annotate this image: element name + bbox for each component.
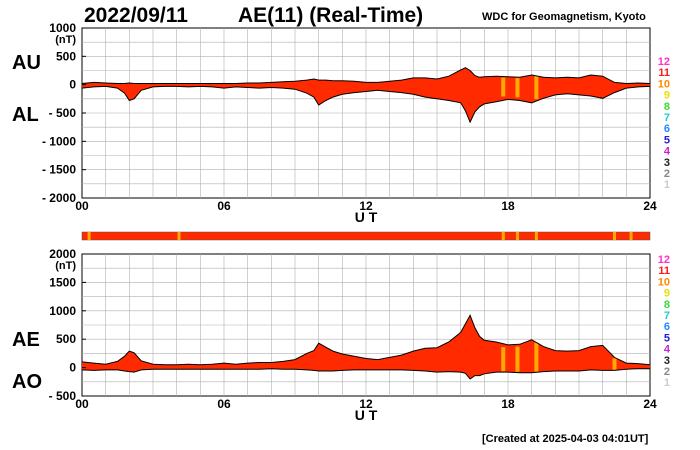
- station-count-legend-item: 1: [664, 377, 670, 389]
- ae_ao-low-count-stripe: [515, 346, 520, 372]
- au_al-x-tick-label: 18: [501, 199, 515, 213]
- station-count-legend-item: 4: [664, 344, 671, 356]
- au_al-unit-label: (nT): [55, 34, 76, 46]
- coverage-strip: [81, 231, 651, 241]
- au_al-y-tick-label: - 1000: [42, 134, 76, 148]
- station-count-legend-item: 12: [658, 56, 670, 68]
- ae_ao-upper-line: [81, 314, 651, 366]
- au_al-low-count-stripe: [534, 75, 539, 100]
- ae_ao-low-count-stripe: [612, 358, 617, 370]
- coverage-strip-marker: [87, 232, 91, 240]
- station-count-legend-item: 2: [664, 366, 670, 378]
- station-count-legend-item: 6: [664, 123, 670, 135]
- ae_ao-x-tick-label: 18: [501, 397, 515, 411]
- coverage-strip-marker: [629, 232, 633, 240]
- au_al-x-tick-label: 00: [75, 199, 89, 213]
- au_al-x-tick-label: 12: [359, 199, 373, 213]
- coverage-strip-marker: [501, 232, 505, 240]
- station-count-legend-item: 11: [658, 265, 670, 277]
- station-count-legend-item: 8: [664, 299, 670, 311]
- coverage-strip-marker: [177, 232, 181, 240]
- station-count-legend-item: 5: [664, 134, 670, 146]
- ae_ao-x-tick-label: 24: [643, 397, 657, 411]
- ae_ao-area: [82, 315, 650, 379]
- ae_ao-y-tick-label: 500: [56, 332, 76, 346]
- station-count-legend-item: 3: [664, 355, 670, 367]
- created-timestamp: [Created at 2025-04-03 04:01UT]: [482, 433, 649, 445]
- coverage-strip-marker: [534, 232, 538, 240]
- station-count-legend-item: 10: [658, 78, 670, 90]
- ao-label: AO: [12, 371, 42, 393]
- ae_ao-y-tick-label: 1500: [49, 275, 76, 289]
- station-count-legend-item: 7: [664, 310, 670, 322]
- au_al-x-tick-label: 24: [643, 199, 657, 213]
- chart-date: 2022/09/11: [84, 4, 188, 27]
- ae_ao-lower-line: [81, 368, 650, 380]
- ae_ao-x-tick-label: 00: [75, 397, 89, 411]
- ae_ao-low-count-stripe: [501, 347, 506, 372]
- station-count-legend-item: 4: [664, 146, 671, 158]
- ae_ao-y-tick-label: - 500: [49, 389, 77, 403]
- station-count-legend-item: 12: [658, 254, 670, 266]
- ae_ao-y-tick-label: 1000: [49, 304, 76, 318]
- ae_ao-low-count-stripe: [534, 342, 539, 372]
- ae_ao-unit-label: (nT): [55, 260, 76, 272]
- au_al-y-tick-label: 500: [56, 49, 76, 63]
- au_al-y-tick-label: 1000: [49, 21, 76, 35]
- au_al-y-tick-label: - 1500: [42, 163, 76, 177]
- au_al-area: [82, 67, 650, 123]
- al-label: AL: [12, 104, 39, 126]
- station-count-legend-item: 11: [658, 67, 670, 79]
- au_al-y-tick-label: 0: [69, 78, 76, 92]
- ae_ao-x-tick-label: 12: [359, 397, 373, 411]
- source-credit: WDC for Geomagnetism, Kyoto: [482, 11, 646, 23]
- station-count-legend-item: 9: [664, 90, 670, 102]
- ae_ao-y-tick-label: 0: [69, 361, 76, 375]
- au_al-y-tick-label: - 2000: [42, 191, 76, 205]
- station-count-legend-item: 2: [664, 168, 670, 180]
- ae_ao-y-tick-label: 2000: [49, 247, 76, 261]
- chart-title: AE(11) (Real-Time): [238, 4, 424, 27]
- au-label: AU: [12, 52, 41, 74]
- au_al-upper-line: [81, 67, 651, 85]
- au_al-x-axis-label: U T: [355, 209, 378, 225]
- station-count-legend-item: 3: [664, 157, 670, 169]
- station-count-legend-item: 10: [658, 276, 670, 288]
- coverage-strip-marker: [613, 232, 616, 240]
- station-count-legend-item: 9: [664, 288, 670, 300]
- coverage-strip-marker: [515, 232, 519, 240]
- ae-label: AE: [12, 329, 40, 351]
- au_al-low-count-stripe: [515, 78, 520, 98]
- station-count-legend-item: 5: [664, 332, 670, 344]
- au_al-x-tick-label: 06: [217, 199, 231, 213]
- au_al-low-count-stripe: [501, 77, 506, 97]
- station-count-legend-item: 7: [664, 112, 670, 124]
- ae_ao-x-axis-label: U T: [355, 407, 378, 423]
- au_al-y-tick-label: - 500: [49, 106, 77, 120]
- station-count-legend-item: 1: [664, 179, 670, 191]
- ae_ao-x-tick-label: 06: [217, 397, 231, 411]
- au_al-lower-line: [81, 85, 651, 124]
- station-count-legend-item: 8: [664, 101, 670, 113]
- station-count-legend-item: 6: [664, 321, 670, 333]
